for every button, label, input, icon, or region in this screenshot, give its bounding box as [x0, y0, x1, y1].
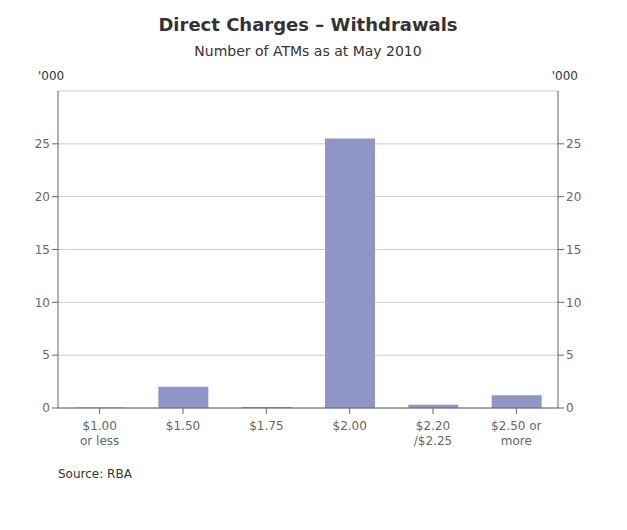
svg-text:$2.50 ormore: $2.50 ormore — [491, 419, 542, 448]
html-text:Number of ATMs as at May 2010: Number of ATMs as at May 2010 — [194, 43, 422, 59]
svg-text:$1.50: $1.50 — [166, 419, 200, 433]
svg-text:$1.00or less: $1.00or less — [80, 419, 119, 448]
svg-text:10: 10 — [35, 296, 50, 310]
svg-text:20: 20 — [566, 190, 581, 204]
html-text:Source: RBA: Source: RBA — [58, 467, 132, 481]
html-text:'000: '000 — [38, 69, 65, 83]
svg-text:$2.00: $2.00 — [332, 419, 366, 433]
svg-text:20: 20 — [35, 190, 50, 204]
svg-text:0: 0 — [566, 401, 574, 415]
html-text:Direct Charges – Withdrawals: Direct Charges – Withdrawals — [158, 14, 458, 35]
svg-text:15: 15 — [35, 243, 50, 257]
svg-text:$2.20/$2.25: $2.20/$2.25 — [414, 419, 452, 448]
svg-text:0: 0 — [42, 401, 50, 415]
svg-text:10: 10 — [566, 296, 581, 310]
svg-text:5: 5 — [566, 348, 574, 362]
svg-text:25: 25 — [35, 137, 50, 151]
svg-text:5: 5 — [42, 348, 50, 362]
html-text:'000: '000 — [551, 69, 578, 83]
svg-text:25: 25 — [566, 137, 581, 151]
svg-text:$1.75: $1.75 — [249, 419, 283, 433]
svg-text:15: 15 — [566, 243, 581, 257]
